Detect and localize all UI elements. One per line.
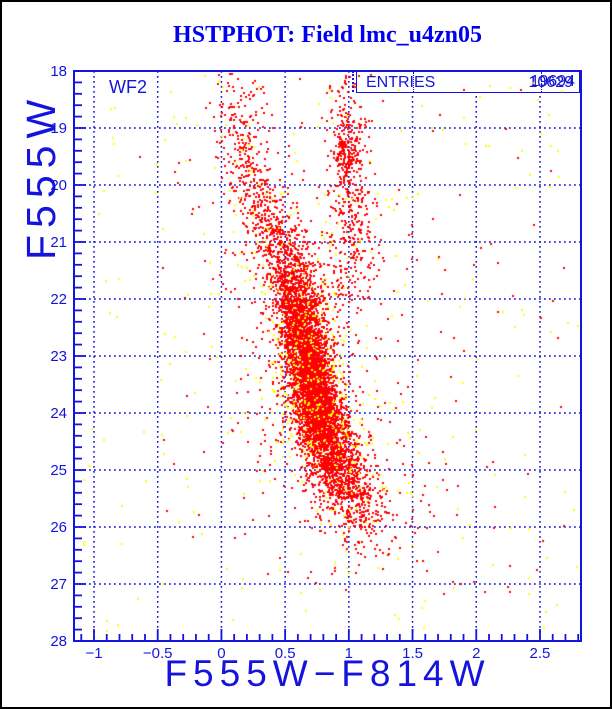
y-tick-label: 23 bbox=[50, 348, 67, 365]
y-tick-label: 25 bbox=[50, 462, 67, 479]
y-tick-label: 19 bbox=[50, 120, 67, 137]
entries-stats-box: ENTRIES 10629 19694 bbox=[356, 71, 580, 93]
plot-title: HSTPHOT: Field lmc_u4zn05 bbox=[173, 22, 482, 48]
y-tick-label: 26 bbox=[50, 519, 67, 536]
y-tick-label: 27 bbox=[50, 576, 67, 593]
x-tick-label: 1.5 bbox=[402, 645, 423, 662]
entries-value-secondary: 19694 bbox=[530, 73, 576, 90]
x-tick-label: −0.5 bbox=[143, 645, 173, 662]
entries-box-divider bbox=[541, 72, 542, 92]
y-tick-label: 20 bbox=[50, 177, 67, 194]
y-tick-label: 21 bbox=[50, 234, 67, 251]
entries-box-outer-border bbox=[352, 71, 354, 92]
x-axis-title: F555W−F814W bbox=[164, 653, 491, 694]
x-tick-label: 0 bbox=[217, 645, 225, 662]
y-tick-label: 22 bbox=[50, 291, 67, 308]
x-tick-label: 0.5 bbox=[275, 645, 296, 662]
y-tick-label: 24 bbox=[50, 405, 67, 422]
detector-label: WF2 bbox=[109, 77, 147, 97]
entries-box-divider bbox=[413, 72, 414, 92]
x-tick-label: 2 bbox=[472, 645, 480, 662]
y-tick-label: 28 bbox=[50, 633, 67, 650]
x-tick-label: 1 bbox=[345, 645, 353, 662]
x-tick-label: 2.5 bbox=[530, 645, 551, 662]
entries-label: ENTRIES bbox=[366, 74, 436, 91]
x-tick-label: −1 bbox=[85, 645, 102, 662]
y-tick-label: 18 bbox=[50, 63, 67, 80]
